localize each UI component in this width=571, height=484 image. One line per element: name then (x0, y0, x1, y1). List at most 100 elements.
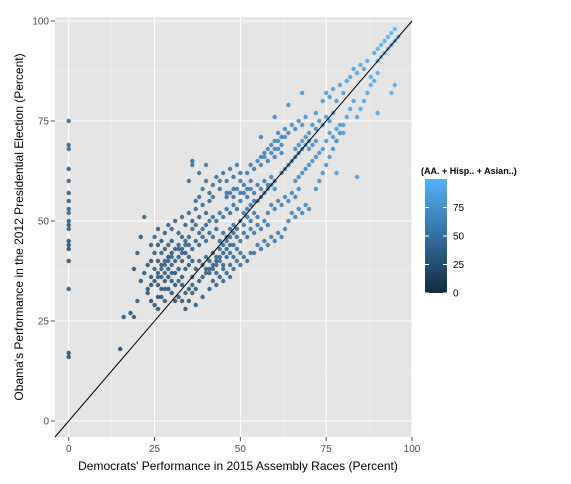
data-point (262, 218, 267, 224)
data-point (303, 114, 308, 120)
data-point (152, 234, 157, 240)
data-point (190, 282, 195, 288)
data-point (323, 138, 329, 144)
data-point (272, 238, 277, 244)
data-point (327, 130, 332, 136)
data-point (221, 214, 226, 220)
data-point (186, 210, 192, 216)
data-point (221, 262, 226, 268)
data-point (310, 122, 315, 128)
data-point (231, 242, 236, 248)
data-point (176, 254, 181, 260)
data-point (251, 230, 257, 236)
data-point (245, 194, 250, 200)
data-point (176, 242, 181, 248)
data-point (282, 134, 288, 140)
data-point (262, 238, 267, 244)
data-point (330, 146, 336, 152)
data-point (265, 158, 271, 164)
data-point (196, 230, 202, 236)
data-point (138, 278, 144, 284)
data-point (251, 190, 257, 196)
data-point (275, 138, 281, 144)
x-axis-ticks: 0 25 50 75 100 (66, 437, 421, 455)
data-point (245, 186, 250, 192)
data-point (183, 222, 188, 228)
data-point (231, 174, 236, 180)
data-point (238, 190, 243, 196)
data-point (234, 162, 240, 168)
data-point (248, 186, 253, 192)
data-point (152, 302, 157, 308)
data-point (341, 90, 346, 96)
data-point (365, 58, 370, 64)
data-point (159, 286, 164, 292)
data-point (279, 142, 284, 148)
data-point (227, 190, 233, 196)
data-point (155, 294, 161, 300)
data-point (241, 210, 246, 216)
data-point (155, 274, 161, 280)
data-point (186, 298, 192, 304)
y-axis-ticks: 0 25 50 75 100 (32, 17, 55, 428)
data-point (265, 182, 271, 188)
data-point (378, 42, 384, 48)
data-point (323, 90, 329, 96)
data-point (265, 146, 271, 152)
data-point (255, 158, 260, 164)
data-point (66, 350, 71, 356)
data-point (145, 286, 150, 292)
data-point (183, 266, 188, 272)
data-point (190, 258, 195, 264)
data-point (121, 314, 126, 320)
data-point (248, 226, 253, 232)
data-point (238, 262, 243, 268)
y-tick-label: 50 (38, 217, 50, 228)
data-point (279, 134, 284, 140)
data-point (179, 274, 185, 280)
data-point (162, 262, 168, 268)
data-point (293, 214, 298, 220)
data-point (375, 70, 380, 76)
data-point (221, 278, 226, 284)
data-point (217, 186, 222, 192)
data-point (193, 198, 198, 204)
data-point (296, 206, 301, 212)
data-point (385, 34, 391, 40)
data-point (183, 290, 188, 296)
data-point (255, 222, 260, 228)
data-point (327, 154, 332, 160)
data-point (293, 126, 298, 132)
data-point (196, 242, 202, 248)
data-point (66, 146, 71, 152)
data-point (221, 230, 226, 236)
data-point (221, 250, 226, 256)
data-point (306, 206, 312, 212)
data-point (227, 234, 233, 240)
data-point (155, 226, 161, 232)
legend-ticks: 0 25 50 75 (425, 203, 465, 300)
data-point (162, 246, 168, 252)
data-point (272, 114, 277, 120)
data-point (334, 126, 339, 132)
data-point (258, 134, 264, 140)
data-point (279, 202, 284, 208)
data-point (210, 262, 216, 268)
data-point (148, 274, 154, 280)
data-point (207, 286, 212, 292)
data-point (258, 246, 264, 252)
data-point (262, 150, 267, 156)
data-point (392, 82, 398, 88)
data-point (183, 250, 188, 256)
data-point (196, 258, 202, 264)
data-point (169, 278, 174, 284)
data-point (234, 226, 240, 232)
data-point (334, 170, 339, 176)
data-point (210, 214, 216, 220)
data-point (286, 130, 291, 136)
data-point (310, 142, 315, 148)
data-point (368, 82, 374, 88)
data-point (227, 274, 233, 280)
color-legend: (AA. + Hisp.. + Asian..) 0 25 50 75 (421, 166, 517, 300)
data-point (145, 290, 150, 296)
